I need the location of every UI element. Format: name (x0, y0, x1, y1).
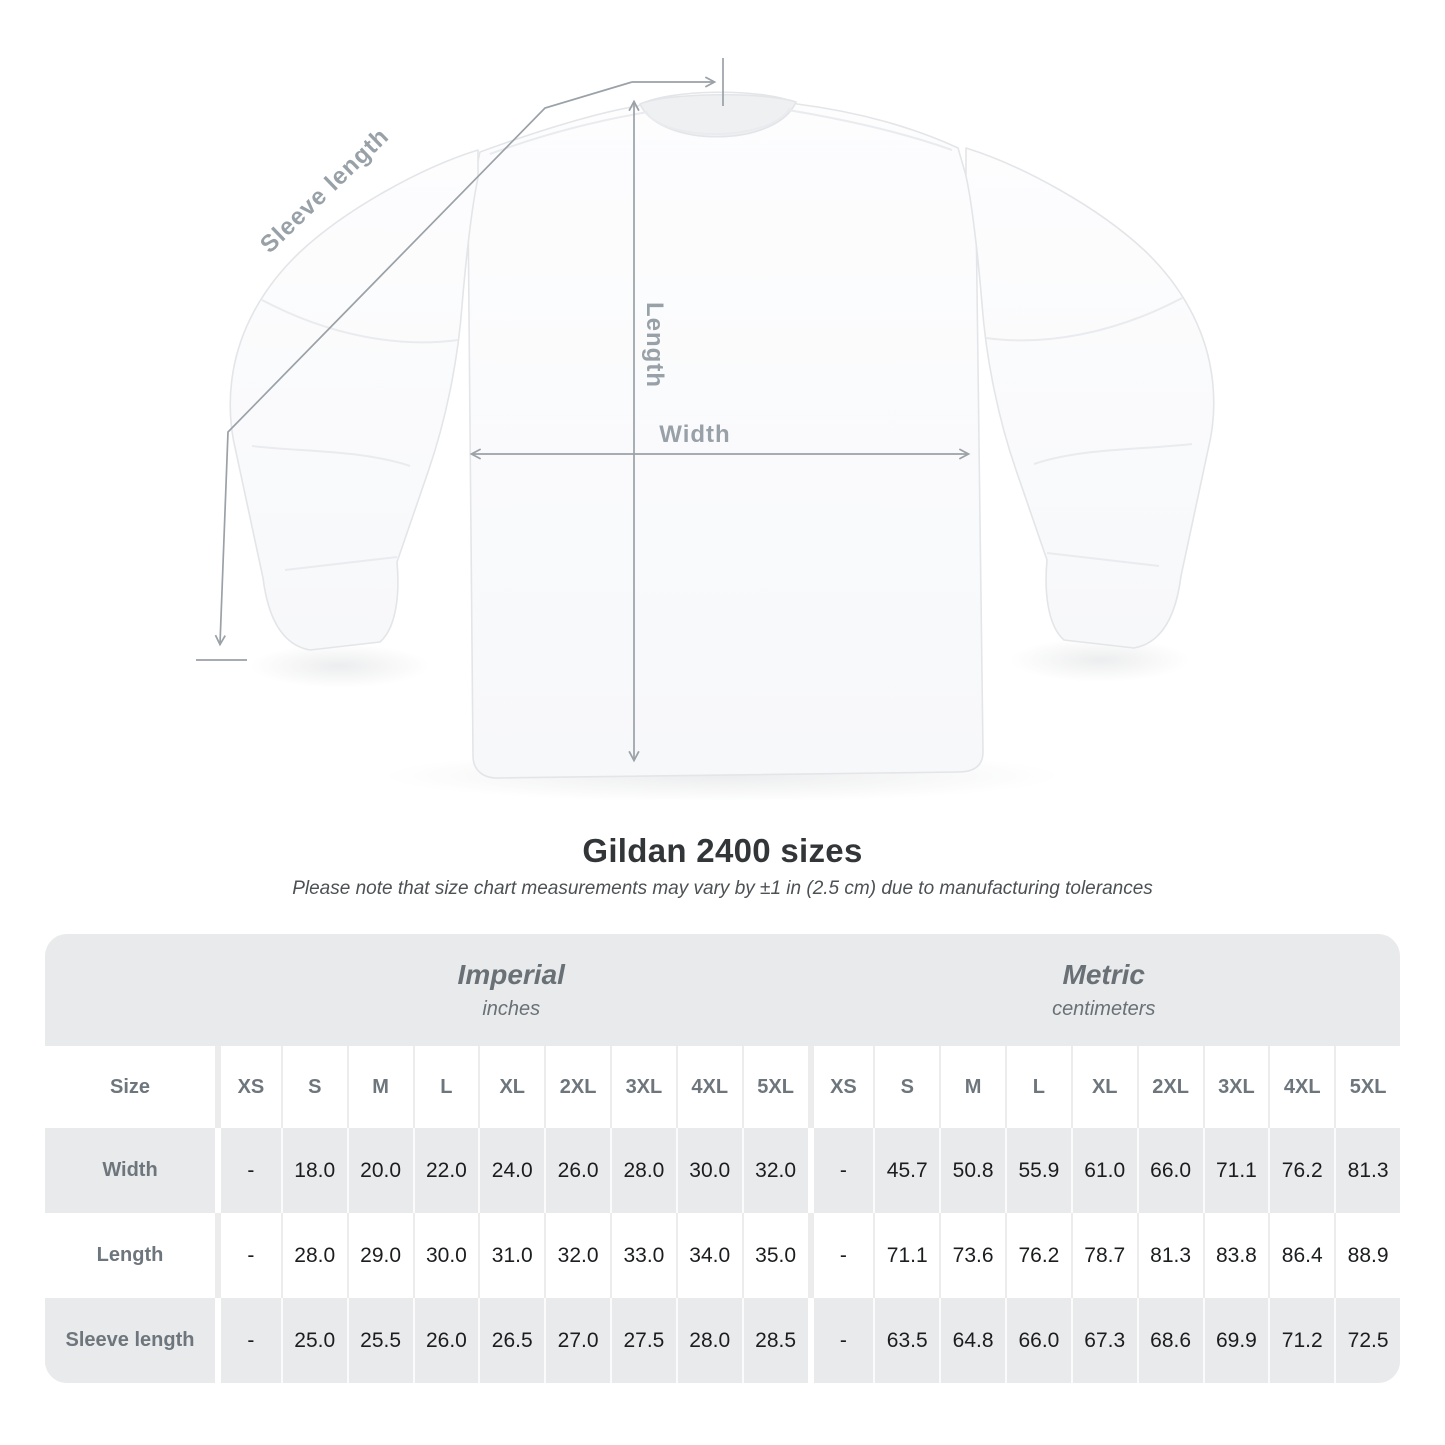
value-metric-5xl: 72.5 (1334, 1298, 1400, 1383)
value-metric-s: 45.7 (873, 1128, 939, 1213)
shirt-measurement-svg: Sleeve length Length Width (196, 58, 1215, 802)
page-subtitle: Please note that size chart measurements… (292, 878, 1153, 899)
size-col-metric-m: M (939, 1046, 1005, 1128)
value-imperial-4xl: 30.0 (675, 1128, 742, 1213)
value-imperial-m: 29.0 (346, 1213, 413, 1298)
size-col-imperial-5xl: 5XL (741, 1046, 808, 1128)
value-metric-m: 64.8 (939, 1298, 1005, 1383)
value-imperial-xl: 26.5 (478, 1298, 544, 1383)
value-imperial-xl: 31.0 (478, 1213, 544, 1298)
size-col-imperial-s: S (280, 1046, 347, 1128)
imperial-section-header: Imperial inches (215, 934, 808, 1046)
size-col-metric-5xl: 5XL (1334, 1046, 1400, 1128)
value-imperial-5xl: 28.5 (741, 1298, 808, 1383)
row-label: Width (102, 1159, 158, 1181)
value-imperial-l: 22.0 (412, 1128, 479, 1213)
value-imperial-xs: - (215, 1213, 281, 1298)
measurement-annotations (196, 58, 971, 763)
size-col-metric-xs: XS (807, 1046, 874, 1128)
size-col-imperial-3xl: 3XL (610, 1046, 676, 1128)
value-metric-3xl: 83.8 (1202, 1213, 1269, 1298)
value-imperial-2xl: 27.0 (544, 1298, 610, 1383)
size-col-metric-xl: XL (1070, 1046, 1137, 1128)
value-metric-l: 76.2 (1005, 1213, 1071, 1298)
value-imperial-3xl: 27.5 (610, 1298, 676, 1383)
value-imperial-4xl: 34.0 (675, 1213, 742, 1298)
value-metric-xl: 61.0 (1070, 1128, 1137, 1213)
value-imperial-s: 28.0 (280, 1213, 347, 1298)
value-imperial-2xl: 32.0 (544, 1213, 610, 1298)
size-col-metric-l: L (1005, 1046, 1071, 1128)
value-metric-m: 73.6 (939, 1213, 1005, 1298)
value-imperial-4xl: 28.0 (675, 1298, 742, 1383)
size-header-label: Size (109, 1075, 151, 1098)
value-metric-3xl: 71.1 (1202, 1128, 1269, 1213)
value-imperial-m: 25.5 (346, 1298, 413, 1383)
value-imperial-s: 25.0 (280, 1298, 347, 1383)
value-imperial-xl: 24.0 (478, 1128, 544, 1213)
size-col-imperial-l: L (412, 1046, 479, 1128)
size-col-imperial-2xl: 2XL (544, 1046, 610, 1128)
value-metric-2xl: 81.3 (1136, 1213, 1203, 1298)
sleeve-length-arrow (196, 58, 724, 661)
value-metric-l: 55.9 (1005, 1128, 1071, 1213)
value-metric-xs: - (807, 1213, 874, 1298)
imperial-label: Imperial (457, 959, 565, 990)
value-imperial-s: 18.0 (280, 1128, 347, 1213)
metric-label: Metric (1062, 959, 1145, 990)
value-imperial-l: 26.0 (412, 1298, 479, 1383)
value-metric-2xl: 66.0 (1136, 1128, 1203, 1213)
size-col-metric-4xl: 4XL (1268, 1046, 1334, 1128)
value-imperial-2xl: 26.0 (544, 1128, 610, 1213)
value-imperial-5xl: 35.0 (741, 1213, 808, 1298)
metric-section-header: Metric centimeters (808, 934, 1401, 1046)
value-imperial-l: 30.0 (412, 1213, 479, 1298)
value-metric-xs: - (807, 1298, 874, 1383)
value-metric-s: 63.5 (873, 1298, 939, 1383)
length-label: Length (641, 302, 668, 388)
shirt-illustration (229, 91, 1215, 779)
table-row-width: Width -18.0 20.0 22.0 24.0 26.0 28.0 30.0 32.0-4… (45, 1128, 1400, 1213)
value-imperial-m: 20.0 (346, 1128, 413, 1213)
size-header-row: Size XS S M L XL 2XL 3XL 4XL 5XL XS S M L XL 2XL 3XL 4XL 5… (45, 1046, 1400, 1128)
row-label: Sleeve length (65, 1329, 195, 1351)
size-col-imperial-xl: XL (478, 1046, 544, 1128)
value-metric-s: 71.1 (873, 1213, 939, 1298)
value-metric-4xl: 86.4 (1268, 1213, 1334, 1298)
size-col-metric-s: S (873, 1046, 939, 1128)
value-metric-m: 50.8 (939, 1128, 1005, 1213)
metric-unit-label: centimeters (1052, 998, 1156, 1020)
size-col-metric-2xl: 2XL (1136, 1046, 1203, 1128)
value-metric-4xl: 76.2 (1268, 1128, 1334, 1213)
value-metric-xl: 67.3 (1070, 1298, 1137, 1383)
table-row-length: Length -28.0 29.0 30.0 31.0 32.0 33.0 34.0 35.0-… (45, 1213, 1400, 1298)
value-imperial-3xl: 33.0 (610, 1213, 676, 1298)
value-imperial-5xl: 32.0 (741, 1128, 808, 1213)
value-metric-5xl: 81.3 (1334, 1128, 1400, 1213)
value-metric-xs: - (807, 1128, 874, 1213)
width-label: Width (659, 421, 730, 448)
size-col-metric-3xl: 3XL (1202, 1046, 1269, 1128)
table-row-sleeve-length: Sleeve length -25.0 25.5 26.0 26.5 27.0 27.5 28… (45, 1298, 1400, 1383)
value-metric-2xl: 68.6 (1136, 1298, 1203, 1383)
value-imperial-xs: - (215, 1128, 281, 1213)
value-metric-xl: 78.7 (1070, 1213, 1137, 1298)
value-metric-l: 66.0 (1005, 1298, 1071, 1383)
size-col-imperial-4xl: 4XL (675, 1046, 742, 1128)
size-col-imperial-m: M (346, 1046, 413, 1128)
unit-band-row: Imperial inches Metric centimeters (45, 934, 1400, 1046)
imperial-unit-label: inches (482, 998, 541, 1020)
size-col-imperial-xs: XS (215, 1046, 281, 1128)
value-imperial-3xl: 28.0 (610, 1128, 676, 1213)
value-imperial-xs: - (215, 1298, 281, 1383)
row-label: Length (96, 1244, 164, 1266)
size-diagram: Sleeve length Length Width (196, 58, 1215, 802)
value-metric-4xl: 71.2 (1268, 1298, 1334, 1383)
size-table: Imperial inches Metric centimeters Size X… (45, 934, 1400, 1383)
page-title: Gildan 2400 sizes (582, 832, 863, 869)
value-metric-5xl: 88.9 (1334, 1213, 1400, 1298)
value-metric-3xl: 69.9 (1202, 1298, 1269, 1383)
